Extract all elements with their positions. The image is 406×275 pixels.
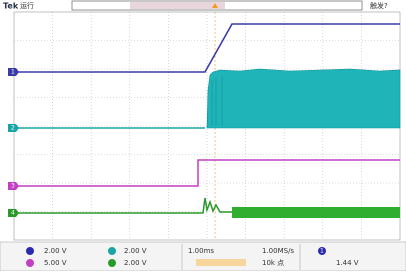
oscilloscope-screen: Tek 运行 触发? 1 2 3 4 2.00 V 5.00 V 2.00 V … [0,0,406,271]
ch4-scale: 2.00 V [124,259,147,267]
record-length: 10k 点 [262,259,284,267]
trigger-level: 1.44 V [336,259,359,267]
ch3-scale: 5.00 V [44,259,67,267]
readout-bar: 2.00 V 5.00 V 2.00 V 2.00 V 1.00ms 1.00M… [0,242,406,271]
run-status: 运行 [20,1,34,10]
brand: Tek [3,2,19,11]
ch2-scale: 2.00 V [124,247,147,255]
ch2-waveform [207,69,400,128]
ch4-noise-band [232,207,400,218]
sample-rate: 1.00MS/s [262,247,294,255]
ch1-marker: 1 [11,69,15,76]
ch2-marker: 2 [11,125,15,132]
time-scale: 1.00ms [188,247,214,255]
ch4-marker: 4 [11,210,15,217]
trigger-status: 触发? [370,1,388,10]
record-window [130,2,225,9]
trigger-source: 1 [320,248,324,255]
ch1-scale: 2.00 V [44,247,67,255]
ch3-marker: 3 [11,183,15,190]
